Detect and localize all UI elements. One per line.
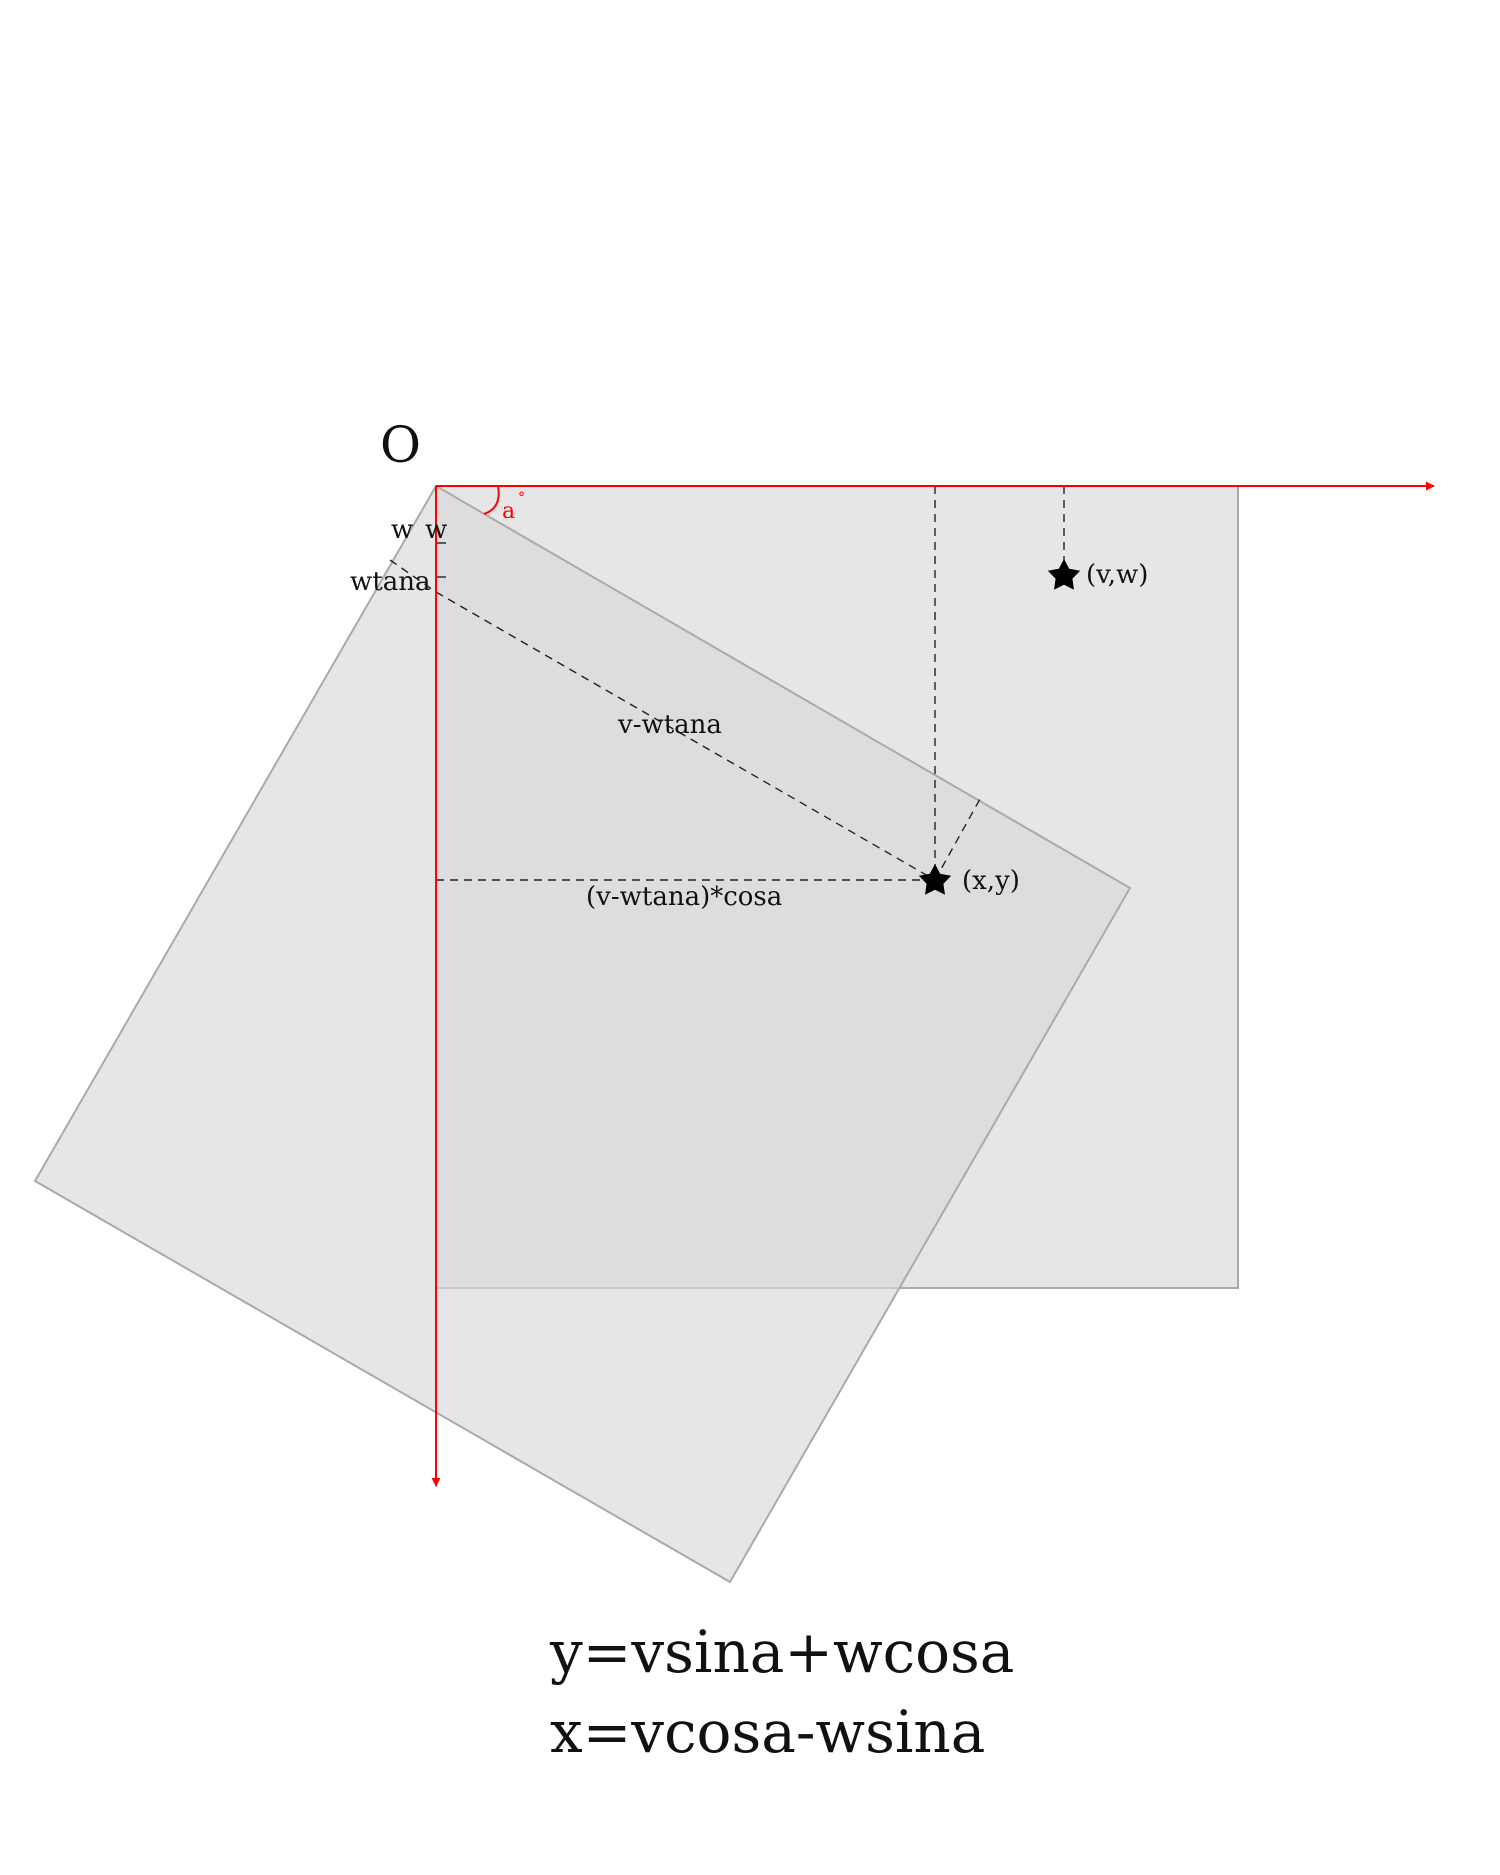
guide-along-v-wtana [435,591,936,881]
axis-ticks [436,542,446,578]
rotated-rectangle [33,484,1132,1584]
formula-x: x=vcosa-wsina [550,1698,985,1766]
star-icon [918,864,952,895]
point-vw-label: (v,w) [1086,560,1148,590]
origin-label: O [380,416,421,474]
w-label-right: w [425,515,447,545]
w-label-left: w [391,515,413,545]
degree-mark: ° [518,490,525,506]
guide-perpendicular [934,798,981,881]
point-xy-label: (x,y) [962,866,1020,896]
star-icon [1047,559,1081,590]
formula-y: y=vsina+wcosa [549,1618,1014,1686]
guide-wtana-tick [389,559,437,593]
v-wtana-label: v-wtana [617,710,722,740]
projection-label: (v-wtana)*cosa [586,882,782,912]
angle-label: a [502,499,515,524]
angle-arc [483,485,500,515]
wtana-label: wtana [350,567,430,597]
